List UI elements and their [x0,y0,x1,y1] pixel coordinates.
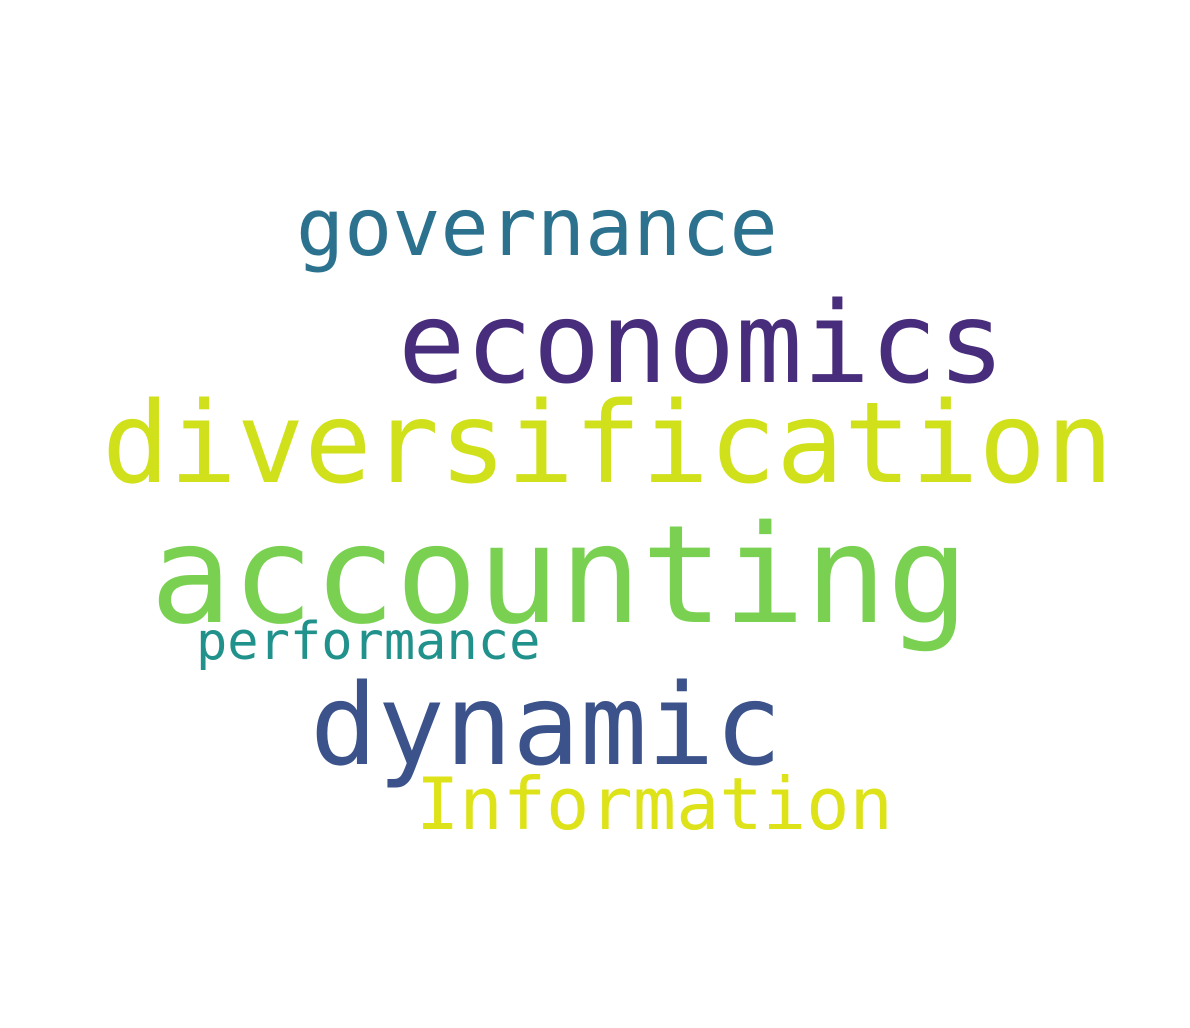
word-information: Information [416,762,893,846]
word-performance: performance [196,612,541,672]
word-accounting: accounting [150,497,969,655]
word-governance: governance [296,181,778,274]
word-diversification: diversification [102,379,1114,509]
word-economics: economics [398,279,1005,409]
word-dynamic: dynamic [310,661,783,791]
